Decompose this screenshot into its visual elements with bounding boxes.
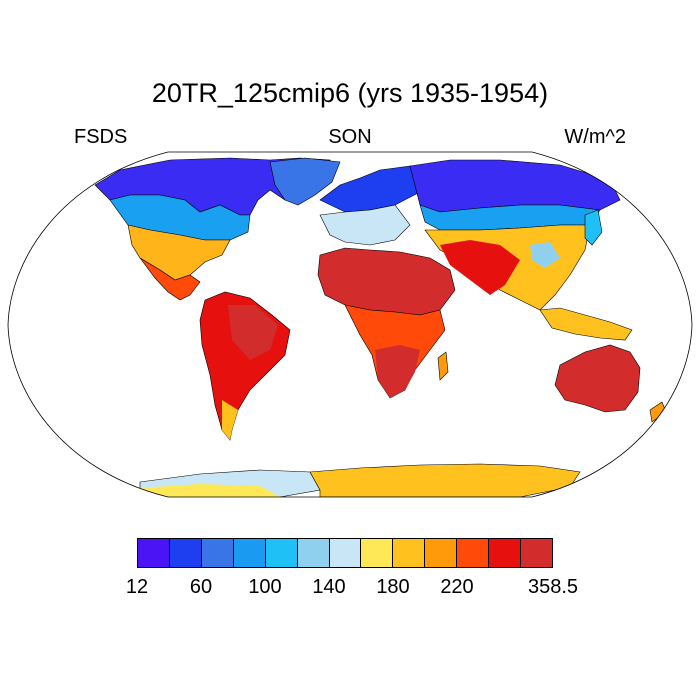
season-label: SON — [328, 126, 372, 148]
madagascar-region — [437, 351, 449, 381]
colorbar-swatch — [297, 539, 330, 567]
colorbar-tick-label: 12 — [125, 576, 149, 598]
variable-label: FSDS — [74, 126, 128, 148]
colorbar-swatch — [457, 539, 490, 567]
asia-north-region — [409, 159, 621, 213]
australia-region — [554, 344, 641, 413]
colorbar-swatch — [138, 539, 170, 567]
colorbar-tick-label: 180 — [376, 576, 410, 598]
colorbar-tick-label: 60 — [189, 576, 213, 598]
colorbar-swatch — [265, 539, 298, 567]
colorbar-tick-label: 100 — [248, 576, 282, 598]
colorbar-swatch — [489, 539, 522, 567]
antarctica-edge-region — [140, 484, 280, 497]
colorbar-swatch — [233, 539, 266, 567]
colorbar-swatch — [361, 539, 394, 567]
africa-south-region — [375, 345, 420, 398]
colorbar-swatch — [329, 539, 362, 567]
colorbar-swatch — [201, 539, 234, 567]
japan-region — [584, 209, 603, 246]
plot-title: 20TR_125cmip6 (yrs 1935-1954) — [151, 78, 549, 108]
new-zealand-region — [649, 401, 667, 423]
south-america-amazon-region — [228, 305, 278, 360]
tibet-region — [530, 242, 560, 268]
mexico-region — [139, 257, 201, 301]
colorbar — [137, 538, 553, 568]
europe-south-region — [319, 204, 411, 246]
africa-north-region — [317, 247, 456, 316]
colorbar-tick-label: 140 — [312, 576, 346, 598]
middle-east-india-region — [440, 240, 520, 295]
colorbar-swatch — [169, 539, 202, 567]
colorbar-swatch — [393, 539, 426, 567]
colorbar-swatch — [521, 539, 552, 567]
map-boundary — [7, 151, 693, 498]
antarctica-east-region — [309, 463, 581, 497]
colorbar-tick-label: 220 — [440, 576, 474, 598]
units-label: W/m^2 — [564, 126, 626, 148]
patagonia-region — [222, 400, 238, 440]
colorbar-labels: 12 60 100 140 180 220 358.5 — [0, 576, 700, 600]
greenland-region — [269, 157, 341, 206]
colorbar-swatch — [425, 539, 458, 567]
indonesia-region — [539, 307, 633, 341]
colorbar-tick-label: 358.5 — [527, 576, 579, 598]
